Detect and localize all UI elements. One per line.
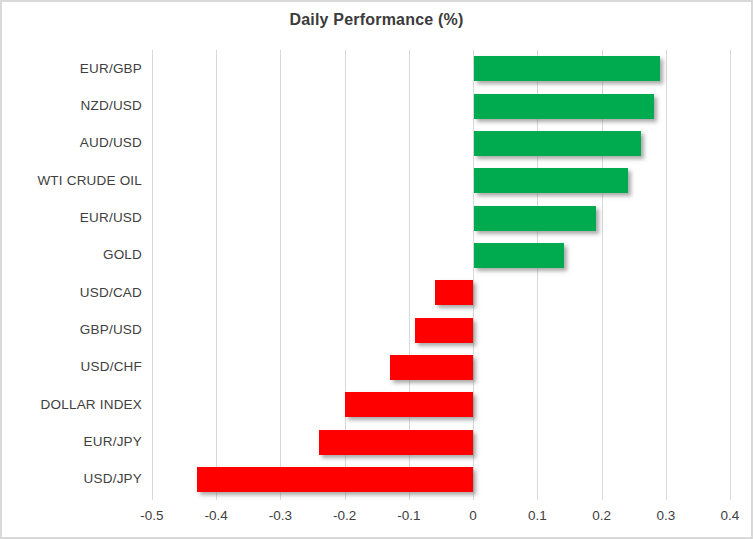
- x-tick-label: -0.4: [192, 508, 240, 523]
- gridline: [280, 50, 281, 500]
- category-label: GBP/USD: [2, 321, 142, 339]
- x-tick-label: -0.5: [128, 508, 176, 523]
- bar-eur-gbp: [474, 56, 660, 81]
- gridline: [216, 50, 217, 500]
- gridline: [730, 50, 731, 500]
- bar-wti-crude-oil: [474, 168, 628, 193]
- x-tick-label: 0.1: [513, 508, 561, 523]
- bar-usd-chf: [390, 355, 473, 380]
- bar-gold: [474, 243, 564, 268]
- bar-eur-usd: [474, 206, 596, 231]
- x-tick-label: -0.3: [256, 508, 304, 523]
- category-label: NZD/USD: [2, 97, 142, 115]
- bar-eur-jpy: [319, 430, 473, 455]
- plot-area: [152, 50, 730, 498]
- category-label: GOLD: [2, 246, 142, 264]
- x-tick-label: 0.2: [578, 508, 626, 523]
- category-label: USD/JPY: [2, 470, 142, 488]
- category-label: EUR/GBP: [2, 60, 142, 78]
- category-label: AUD/USD: [2, 134, 142, 152]
- x-tick-label: -0.2: [321, 508, 369, 523]
- x-tick-label: 0.4: [706, 508, 753, 523]
- category-label: USD/CHF: [2, 358, 142, 376]
- x-tick-label: 0.3: [642, 508, 690, 523]
- bar-aud-usd: [474, 131, 641, 156]
- gridline: [152, 50, 153, 500]
- bar-dollar-index: [345, 392, 473, 417]
- bar-gbp-usd: [415, 318, 473, 343]
- chart-container: Daily Performance (%) EUR/GBP NZD/USD AUD/…: [0, 0, 753, 539]
- x-tick-label: -0.1: [385, 508, 433, 523]
- bar-nzd-usd: [474, 94, 654, 119]
- chart-title: Daily Performance (%): [2, 11, 751, 29]
- category-label: EUR/JPY: [2, 433, 142, 451]
- gridline: [666, 50, 667, 500]
- category-label: EUR/USD: [2, 209, 142, 227]
- category-label: DOLLAR INDEX: [2, 396, 142, 414]
- bar-usd-cad: [435, 280, 474, 305]
- x-tick-label: 0: [449, 508, 497, 523]
- category-label: USD/CAD: [2, 284, 142, 302]
- bar-usd-jpy: [197, 467, 473, 492]
- category-label: WTI CRUDE OIL: [2, 172, 142, 190]
